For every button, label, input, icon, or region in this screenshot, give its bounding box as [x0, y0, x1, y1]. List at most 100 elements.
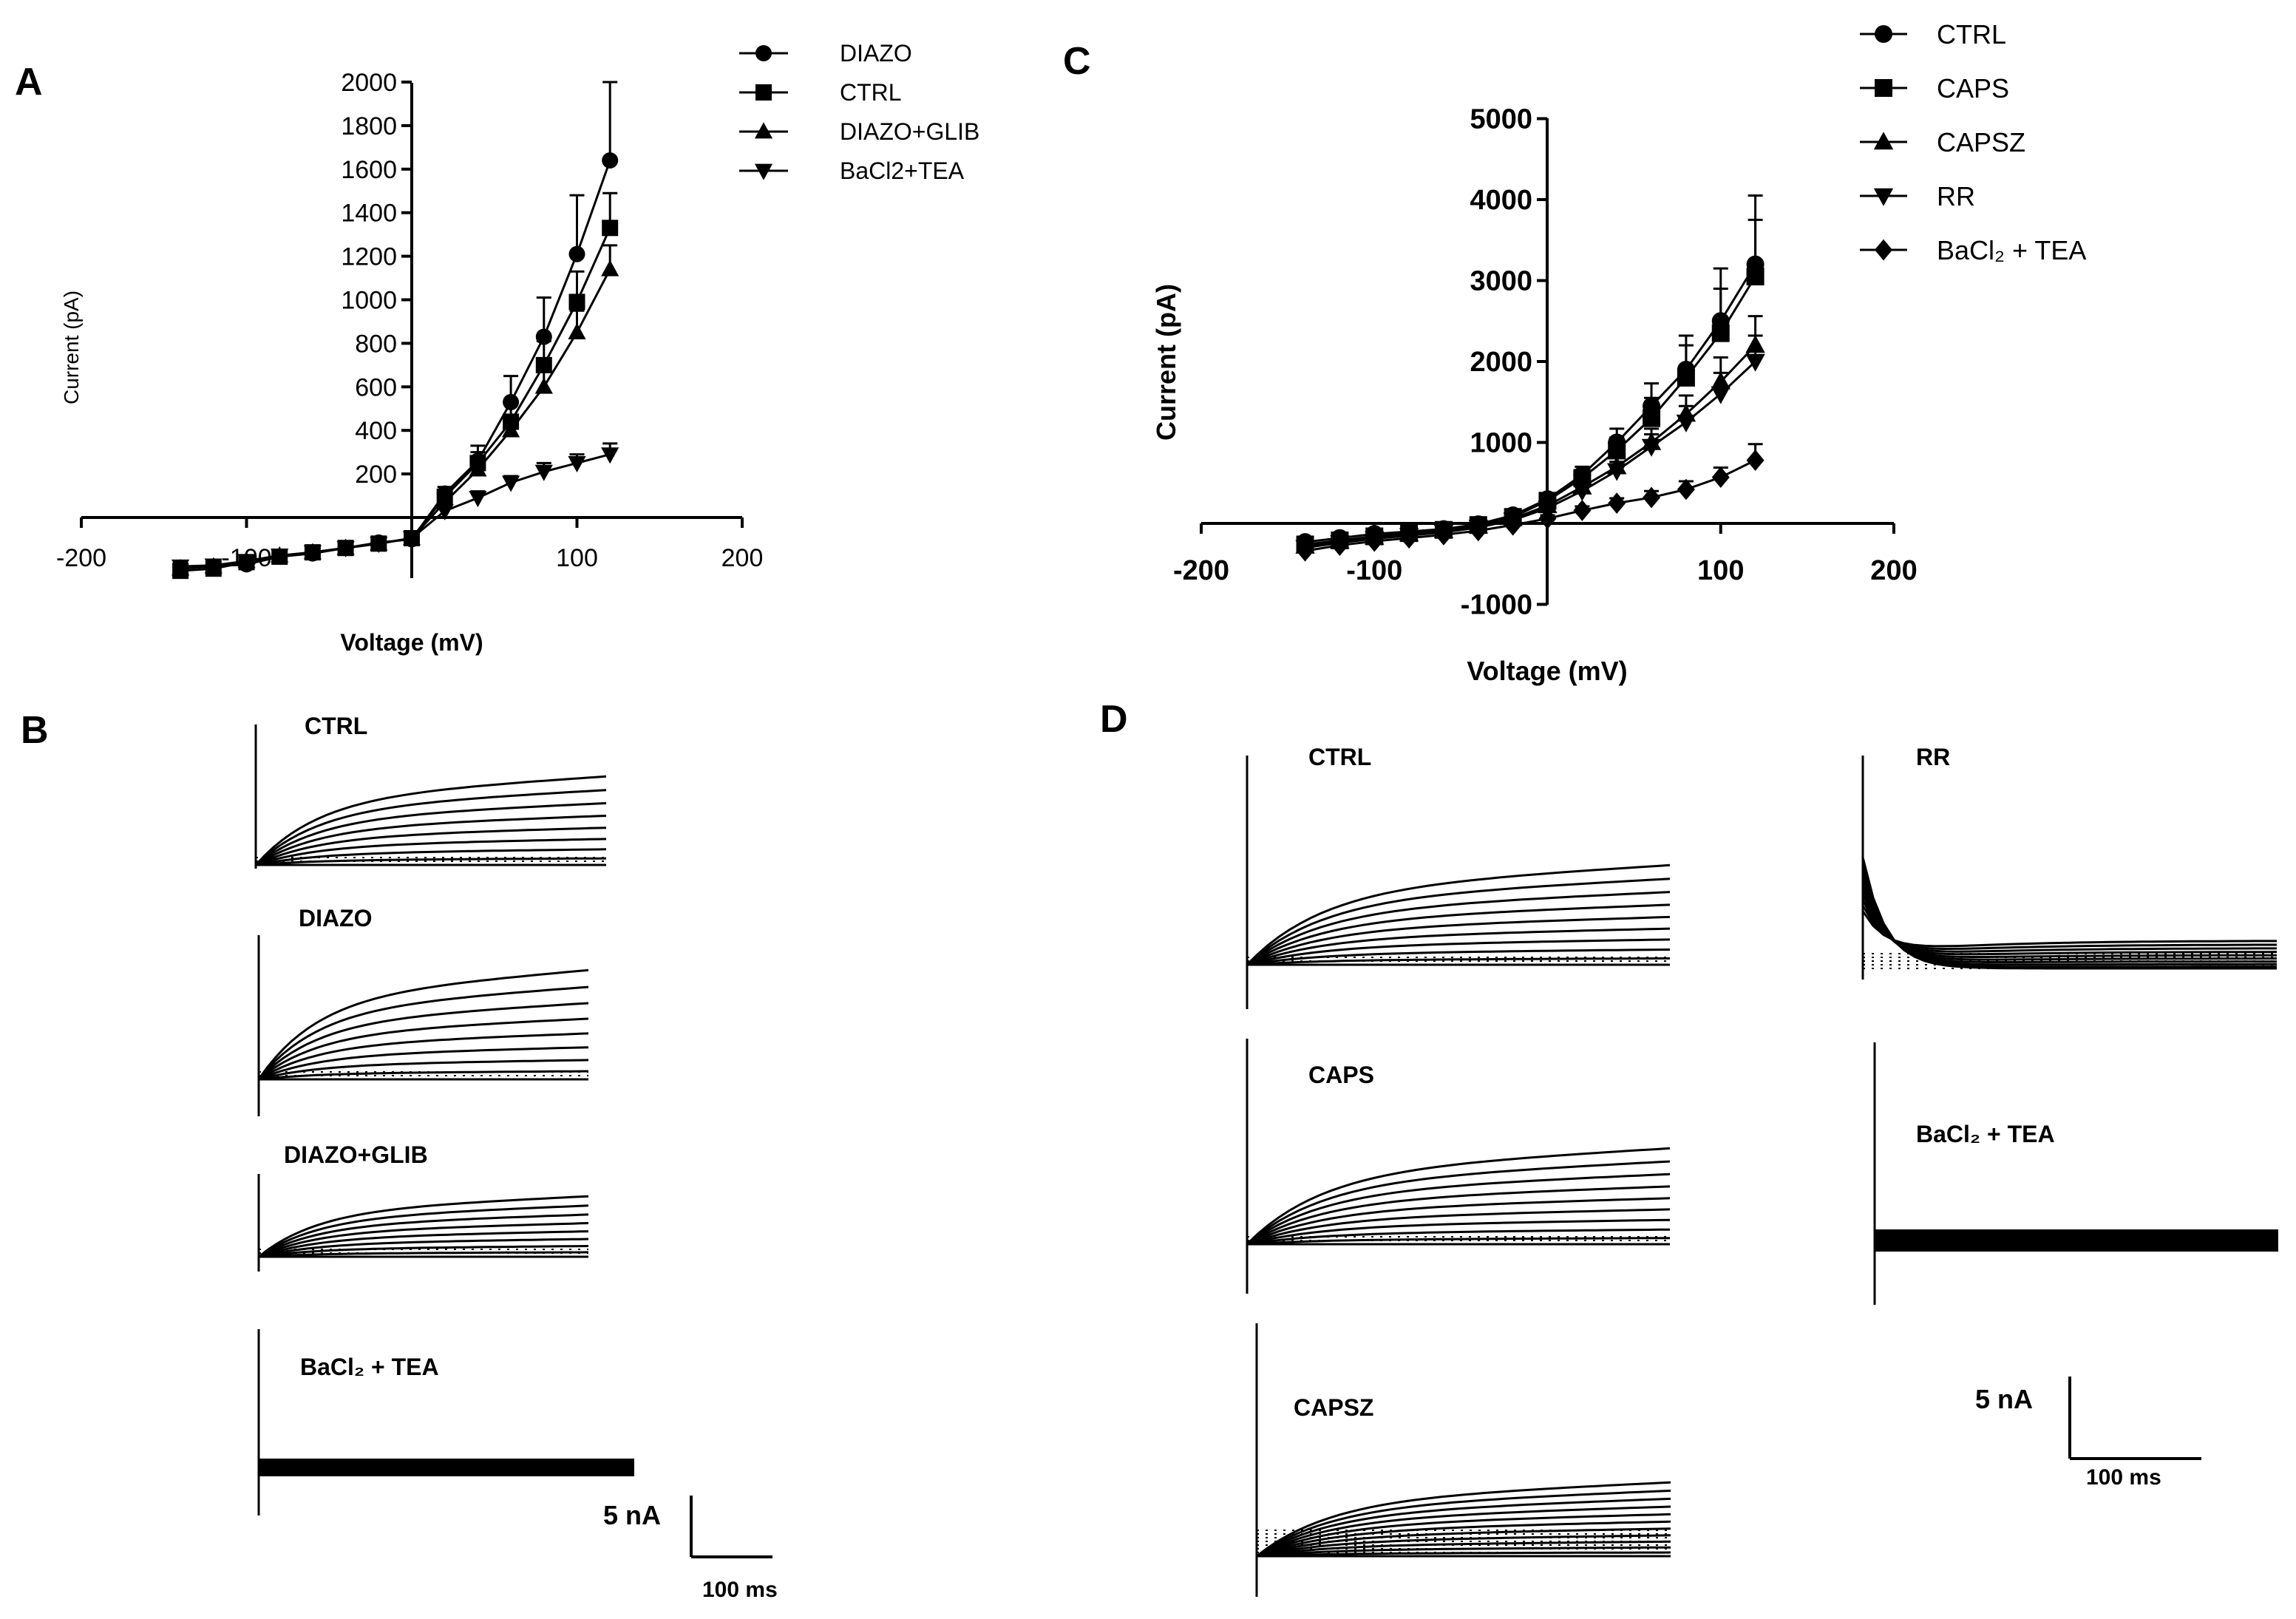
trace-b-diazo-glib-sweep [258, 1245, 589, 1258]
chart-c-point-rr [1711, 386, 1731, 404]
trace-b-ctrl-sweep [254, 775, 607, 866]
trace-b-diazo-sweep [258, 1046, 589, 1081]
chart-a-ylabel: Current (pA) [60, 291, 83, 404]
trace-d-caps [1246, 1039, 1671, 1294]
chart-a-point-bacl2-tea [568, 456, 586, 473]
chart-c-point-rr [1676, 414, 1696, 432]
chart-a-legend-label: DIAZO+GLIB [840, 118, 979, 145]
chart-a-xtick-label: 100 [556, 544, 598, 572]
chart-c-ytick-label: 1000 [1470, 428, 1532, 459]
trace-d-caps-sweep [1246, 1160, 1671, 1246]
trace-d-ctrl-sweep [1246, 948, 1671, 966]
trace-d-ctrl-sweep [1246, 927, 1671, 966]
trace-label-d-rr: RR [1916, 744, 1950, 770]
chart-a-point-ctrl [602, 220, 619, 237]
chart-c-ytick-label: 5000 [1470, 104, 1532, 135]
trace-d-capsz-sweep [1256, 1540, 1671, 1558]
trace-b-diazo-sweep [258, 1059, 589, 1081]
trace-b-ctrl-sweep [255, 802, 607, 866]
chart-a-legend-marker [755, 45, 772, 61]
chart-c-xtick-label: -200 [1173, 555, 1229, 586]
chart-a-ytick-label: 200 [355, 461, 397, 489]
chart-c-point-bacl-tea [1296, 540, 1314, 562]
chart-c-point-bacl-tea [1504, 514, 1522, 536]
trace-b-diazo-sweep [257, 968, 589, 1080]
chart-a: -200-10010020020040060080010001200140016… [56, 40, 979, 656]
trace-d-ctrl-sweep [1246, 903, 1671, 966]
chart-a-legend-item-diazo-glib: DIAZO+GLIB [739, 118, 979, 145]
trace-d-capsz-sweep [1256, 1513, 1671, 1558]
chart-c-point-bacl-tea [1365, 530, 1384, 552]
panel-d-traces: CTRL RR CAPS BaCl₂ + TEA CAPSZ 5 nA 100 … [1246, 744, 2278, 1597]
chart-c-point-rr [1641, 438, 1662, 457]
chart-c-legend-item-bacl-tea: BaCl₂ + TEA [1860, 235, 2086, 265]
panel-label-c: C [1063, 40, 1091, 83]
chart-a-legend-item-ctrl: CTRL [739, 79, 902, 106]
trace-b-diazo-glib-sweep [258, 1204, 589, 1258]
chart-a-point-ctrl [568, 293, 585, 310]
chart-c-point-bacl-tea [1746, 449, 1765, 471]
trace-d-capsz-sweep [1256, 1527, 1671, 1558]
chart-c: -200 -100 100 200-100010002000300040005000 … [1151, 19, 2086, 686]
chart-c-point-caps [1746, 268, 1765, 286]
chart-c-point-caps [1711, 324, 1730, 342]
trace-b-diazo-glib-sweep [258, 1230, 589, 1258]
trace-label-b-ctrl: CTRL [305, 713, 367, 739]
chart-a-point-diazo-glib [502, 421, 520, 438]
trace-d-ctrl-sweep [1246, 891, 1671, 966]
trace-d-caps-sweep [1246, 1172, 1671, 1246]
trace-d-caps-sweep [1246, 1218, 1671, 1246]
chart-a-ytick-label: 1400 [341, 200, 397, 228]
trace-d-rr-sweep [1861, 876, 2277, 963]
chart-c-line-ctrl [1305, 263, 1756, 543]
chart-c-point-caps [1643, 409, 1661, 427]
trace-d-capsz-sweep [1256, 1505, 1671, 1558]
trace-b-ctrl-sweep [254, 789, 607, 866]
chart-c-legend: CTRL CAPS CAPSZ RR BaCl₂ + TEA [1860, 19, 2086, 265]
chart-a-point-bacl2-tea [271, 549, 289, 566]
chart-c-point-bacl-tea [1331, 534, 1349, 556]
chart-c-series-bacl-tea [1296, 443, 1765, 562]
trace-d-ctrl-sweep [1246, 915, 1671, 966]
chart-c-point-rr [1607, 463, 1627, 481]
chart-a-point-diazo-glib [469, 460, 487, 477]
trace-d-capsz-sweep [1256, 1534, 1671, 1558]
chart-c-point-bacl-tea [1469, 520, 1487, 542]
trace-d-caps-sweep [1246, 1197, 1671, 1246]
chart-a-legend-item-diazo: DIAZO [739, 40, 912, 67]
chart-c-legend-label: RR [1937, 181, 1975, 211]
trace-d-capsz-sweep [1256, 1490, 1671, 1558]
chart-c-legend-item-caps: CAPS [1860, 73, 2009, 103]
chart-c-xtick-label: 200 [1870, 555, 1917, 586]
chart-a-ytick-label: 1200 [341, 243, 397, 271]
chart-c-legend-label: CAPSZ [1937, 127, 2025, 157]
scalebar-b-time-label: 100 ms [702, 1578, 778, 1602]
chart-c-legend-item-capsz: CAPSZ [1860, 127, 2025, 157]
chart-c-ytick-label: 2000 [1470, 347, 1532, 378]
chart-c-point-bacl-tea [1711, 466, 1730, 488]
trace-label-d-bacl2-tea: BaCl₂ + TEA [1916, 1121, 2055, 1147]
trace-b-bacl2-tea-sweep-block [259, 1459, 634, 1476]
trace-d-ctrl-sweep [1246, 863, 1671, 966]
chart-a-legend-marker [754, 163, 773, 180]
trace-d-capsz [1255, 1323, 1671, 1597]
trace-d-rr-sweep [1861, 888, 2277, 958]
chart-c-point-bacl-tea [1677, 478, 1695, 500]
trace-b-diazo-sweep [257, 1002, 589, 1081]
trace-d-ctrl [1246, 756, 1671, 1009]
trace-d-ctrl-sweep [1246, 878, 1671, 966]
chart-a-point-bacl2-tea [402, 531, 421, 548]
chart-a-point-bacl2-tea [534, 464, 553, 481]
chart-c-legend-label: CAPS [1937, 73, 2009, 103]
trace-label-d-caps: CAPS [1308, 1062, 1374, 1088]
chart-c-legend-item-ctrl: CTRL [1860, 19, 2006, 50]
chart-a-point-bacl2-tea [303, 545, 322, 562]
chart-a-point-bacl2-tea [435, 503, 454, 520]
chart-c-legend-label: CTRL [1937, 19, 2006, 50]
chart-c-point-bacl-tea [1643, 486, 1661, 509]
chart-c-ylabel: Current (pA) [1151, 284, 1181, 441]
chart-c-legend-marker [1875, 79, 1892, 97]
trace-b-diazo [257, 935, 589, 1116]
chart-c-xlabel: Voltage (mV) [1467, 656, 1627, 686]
